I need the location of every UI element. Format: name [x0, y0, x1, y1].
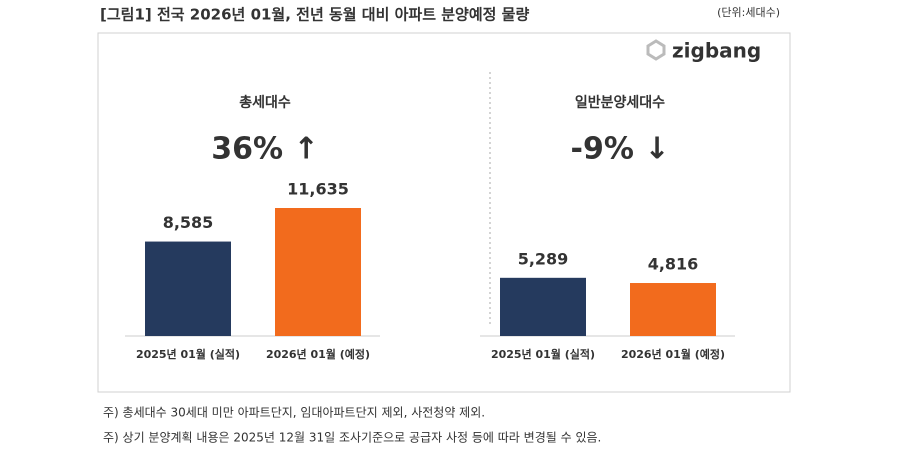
category-label: 2026년 01월 (예정)	[621, 347, 725, 361]
logo-text: zigbang	[672, 39, 761, 63]
bar	[630, 283, 716, 336]
note: 주) 상기 분양계획 내용은 2025년 12월 31일 조사기준으로 공급자 …	[103, 431, 601, 445]
chart-frame	[97, 32, 791, 393]
value-label: 5,289	[518, 249, 569, 268]
change-annotation: 36% ↑	[211, 132, 318, 167]
category-label: 2025년 01월 (실적)	[491, 347, 595, 361]
category-label: 2025년 01월 (실적)	[136, 347, 240, 361]
logo-icon	[646, 39, 666, 61]
note: 주) 총세대수 30세대 미만 아파트단지, 임대아파트단지 제외, 사전청약 …	[103, 405, 485, 420]
bar	[500, 277, 586, 336]
logo: zigbang	[646, 39, 761, 63]
bar	[275, 208, 361, 336]
category-label: 2026년 01월 (예정)	[266, 347, 370, 361]
change-annotation: -9% ↓	[571, 132, 670, 167]
bar	[145, 241, 231, 336]
value-label: 11,635	[287, 180, 349, 199]
panel-title: 일반분양세대수	[575, 94, 665, 111]
value-label: 4,816	[648, 255, 699, 274]
panel-title: 총세대수	[239, 95, 291, 111]
page-title: [그림1] 전국 2026년 01월, 전년 동월 대비 아파트 분양예정 물량	[100, 6, 529, 24]
value-label: 8,585	[163, 213, 214, 232]
unit-label: (단위:세대수)	[717, 6, 780, 19]
